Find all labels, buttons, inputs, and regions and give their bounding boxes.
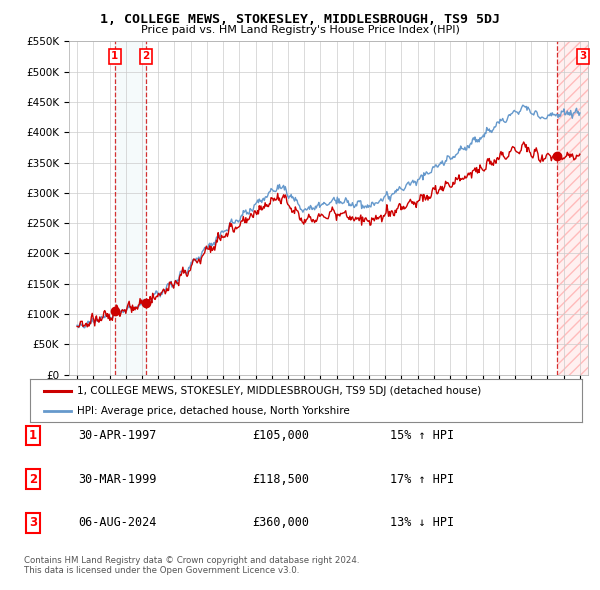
Text: 2: 2: [142, 51, 149, 61]
Text: Price paid vs. HM Land Registry's House Price Index (HPI): Price paid vs. HM Land Registry's House …: [140, 25, 460, 35]
Text: 3: 3: [29, 516, 37, 529]
Text: Contains HM Land Registry data © Crown copyright and database right 2024.
This d: Contains HM Land Registry data © Crown c…: [24, 556, 359, 575]
Text: 17% ↑ HPI: 17% ↑ HPI: [390, 473, 454, 486]
Text: £105,000: £105,000: [252, 429, 309, 442]
Text: 13% ↓ HPI: 13% ↓ HPI: [390, 516, 454, 529]
Text: £118,500: £118,500: [252, 473, 309, 486]
Text: 15% ↑ HPI: 15% ↑ HPI: [390, 429, 454, 442]
Text: 1: 1: [111, 51, 119, 61]
Text: HPI: Average price, detached house, North Yorkshire: HPI: Average price, detached house, Nort…: [77, 407, 350, 416]
Text: 06-AUG-2024: 06-AUG-2024: [78, 516, 157, 529]
Text: 30-APR-1997: 30-APR-1997: [78, 429, 157, 442]
Bar: [557, 41, 588, 375]
Text: 2: 2: [29, 473, 37, 486]
Text: 1: 1: [29, 429, 37, 442]
Text: £360,000: £360,000: [252, 516, 309, 529]
Bar: [115, 41, 146, 375]
Text: 1, COLLEGE MEWS, STOKESLEY, MIDDLESBROUGH, TS9 5DJ (detached house): 1, COLLEGE MEWS, STOKESLEY, MIDDLESBROUG…: [77, 386, 481, 396]
Text: 1, COLLEGE MEWS, STOKESLEY, MIDDLESBROUGH, TS9 5DJ: 1, COLLEGE MEWS, STOKESLEY, MIDDLESBROUG…: [100, 13, 500, 26]
Text: 30-MAR-1999: 30-MAR-1999: [78, 473, 157, 486]
Text: 3: 3: [580, 51, 587, 61]
